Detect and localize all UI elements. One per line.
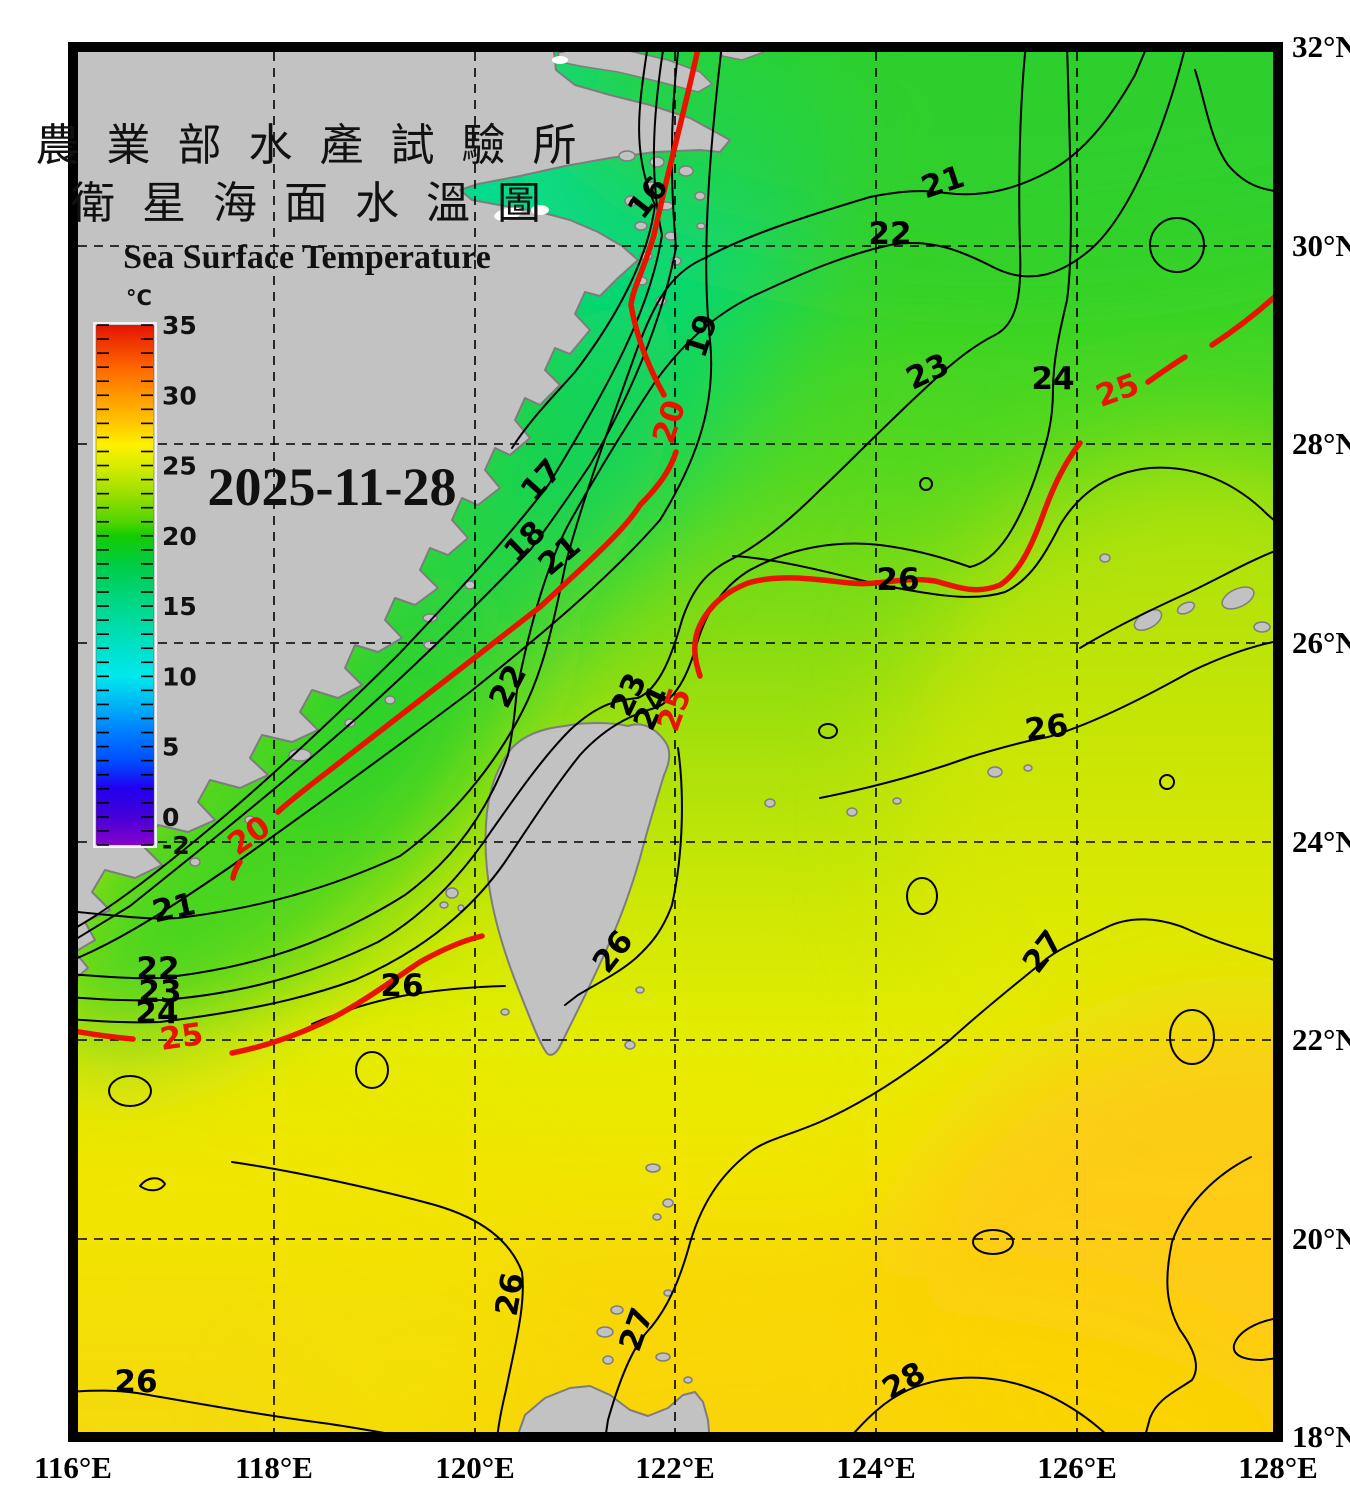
lon-label: 126°E xyxy=(1037,1450,1117,1485)
colorbar-value-20: 20 xyxy=(162,522,197,551)
map-svg: 1617181921212122222223232324242426262626… xyxy=(0,0,1350,1500)
contour-label-25: 25 xyxy=(158,1016,206,1058)
lat-label: 26°N xyxy=(1292,625,1350,660)
colorbar-value-30: 30 xyxy=(162,381,197,410)
colorbar-value-0: 0 xyxy=(162,803,179,832)
lon-label: 116°E xyxy=(34,1450,112,1485)
contour-label-26: 26 xyxy=(380,968,423,1004)
colorbar-value-25: 25 xyxy=(162,452,197,481)
contour-label-26: 26 xyxy=(876,562,919,598)
sst-map-page: 1617181921212122222223232324242426262626… xyxy=(0,0,1350,1500)
colorbar-value--2: -2 xyxy=(162,831,190,860)
lat-label: 30°N xyxy=(1292,228,1350,263)
lon-label: 118°E xyxy=(235,1450,313,1485)
contour-label-26: 26 xyxy=(489,1270,532,1319)
contour-label-26: 26 xyxy=(114,1364,157,1400)
lon-label: 128°E xyxy=(1238,1450,1318,1485)
longitude-axis: 116°E 118°E 120°E 122°E 124°E 126°E 128°… xyxy=(34,1450,1318,1485)
lat-label: 32°N xyxy=(1292,29,1350,64)
lat-label: 22°N xyxy=(1292,1022,1350,1057)
lon-label: 120°E xyxy=(435,1450,515,1485)
lat-label: 24°N xyxy=(1292,824,1350,859)
latitude-axis: 32°N 30°N 28°N 26°N 24°N 22°N 20°N 18°N xyxy=(1292,29,1350,1454)
colorbar-value-10: 10 xyxy=(162,662,197,691)
contour-label-22: 22 xyxy=(868,216,911,252)
lon-label: 124°E xyxy=(836,1450,916,1485)
lat-label: 28°N xyxy=(1292,426,1350,461)
lat-label: 18°N xyxy=(1292,1419,1350,1454)
lat-label: 20°N xyxy=(1292,1221,1350,1256)
date-label: 2025-11-28 xyxy=(208,457,457,517)
title-zh-line1: 農 業 部 水 產 試 驗 所 xyxy=(36,121,585,170)
luzon-islet xyxy=(684,1377,692,1383)
contour-label-26: 26 xyxy=(1023,707,1071,749)
lon-label: 122°E xyxy=(635,1450,715,1485)
contour-label-24: 24 xyxy=(1031,361,1074,397)
colorbar-value-35: 35 xyxy=(162,311,197,340)
colorbar-value-5: 5 xyxy=(162,733,179,762)
colorbar-value-15: 15 xyxy=(162,592,197,621)
colorbar-unit: °C xyxy=(126,286,152,310)
title-zh-line2: 衛 星 海 面 水 溫 圖 xyxy=(71,179,549,228)
title-en: Sea Surface Temperature xyxy=(123,239,491,276)
colorbar-gradient xyxy=(96,325,154,845)
